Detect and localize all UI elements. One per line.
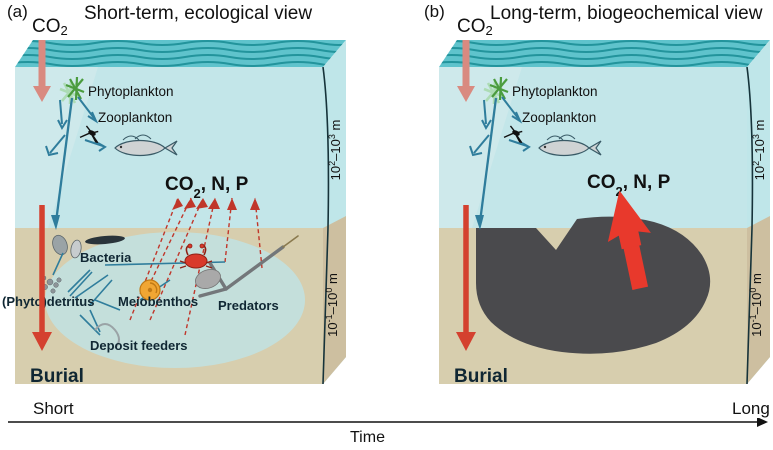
- svg-text:(Phyto)detritus: (Phyto)detritus: [2, 294, 94, 309]
- svg-text:Burial: Burial: [454, 366, 508, 387]
- svg-text:Predators: Predators: [218, 298, 279, 313]
- svg-text:Zooplankton: Zooplankton: [98, 110, 172, 125]
- svg-text:Burial: Burial: [30, 366, 84, 387]
- svg-text:10-1–100 m: 10-1–100 m: [324, 273, 340, 337]
- svg-text:Deposit feeders: Deposit feeders: [90, 338, 188, 353]
- svg-text:Phytoplankton: Phytoplankton: [512, 84, 598, 99]
- svg-text:102–103 m: 102–103 m: [327, 120, 343, 181]
- svg-text:10-1–100 m: 10-1–100 m: [748, 273, 764, 337]
- svg-text:Zooplankton: Zooplankton: [522, 110, 596, 125]
- svg-text:Meiobenthos: Meiobenthos: [118, 294, 198, 309]
- svg-text:102–103 m: 102–103 m: [751, 120, 767, 181]
- svg-text:Phytoplankton: Phytoplankton: [88, 84, 174, 99]
- svg-text:Bacteria: Bacteria: [80, 250, 132, 265]
